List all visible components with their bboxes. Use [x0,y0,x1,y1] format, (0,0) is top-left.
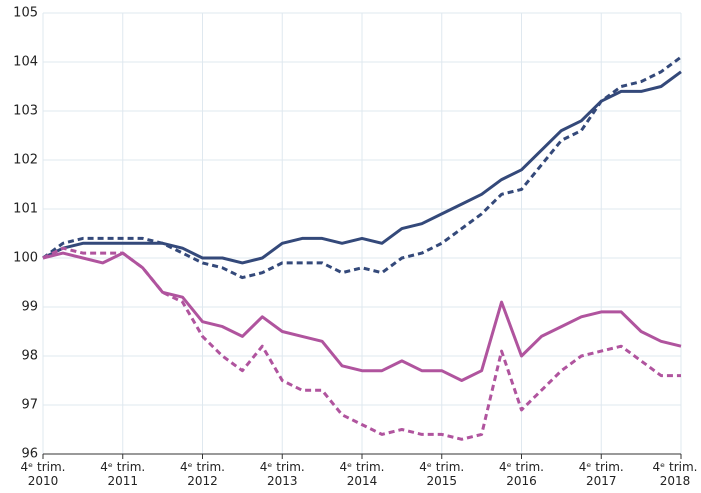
x-tick-label: 4ᵉ trim. 2010 [20,460,66,488]
x-tick-label: 4ᵉ trim. 2011 [100,460,146,488]
x-tick-label: 4ᵉ trim. 2014 [339,460,385,488]
x-tick-label: 4ᵉ trim. 2018 [652,460,698,488]
y-tick-label: 99 [21,300,38,315]
y-tick-label: 101 [13,202,38,217]
y-tick-label: 105 [13,6,38,21]
x-tick-label: 4ᵉ trim. 2017 [578,460,624,488]
x-tick-label: 4ᵉ trim. 2016 [499,460,544,488]
x-tick-label: 4ᵉ trim. 2012 [180,460,225,488]
y-tick-label: 103 [13,104,38,119]
series-line [42,251,682,382]
y-tick-label: 102 [13,153,38,168]
y-tick-label: 97 [21,398,38,413]
series-line [42,70,682,265]
x-tick-label: 4ᵉ trim. 2013 [259,460,305,488]
y-tick-label: 98 [21,349,38,364]
y-tick-label: 100 [13,251,38,266]
y-tick-label: 104 [13,55,38,70]
x-tick-label: 4ᵉ trim. 2015 [419,460,465,488]
y-tick-label: 96 [21,447,38,462]
series-line [42,55,682,280]
series-line [42,246,681,441]
